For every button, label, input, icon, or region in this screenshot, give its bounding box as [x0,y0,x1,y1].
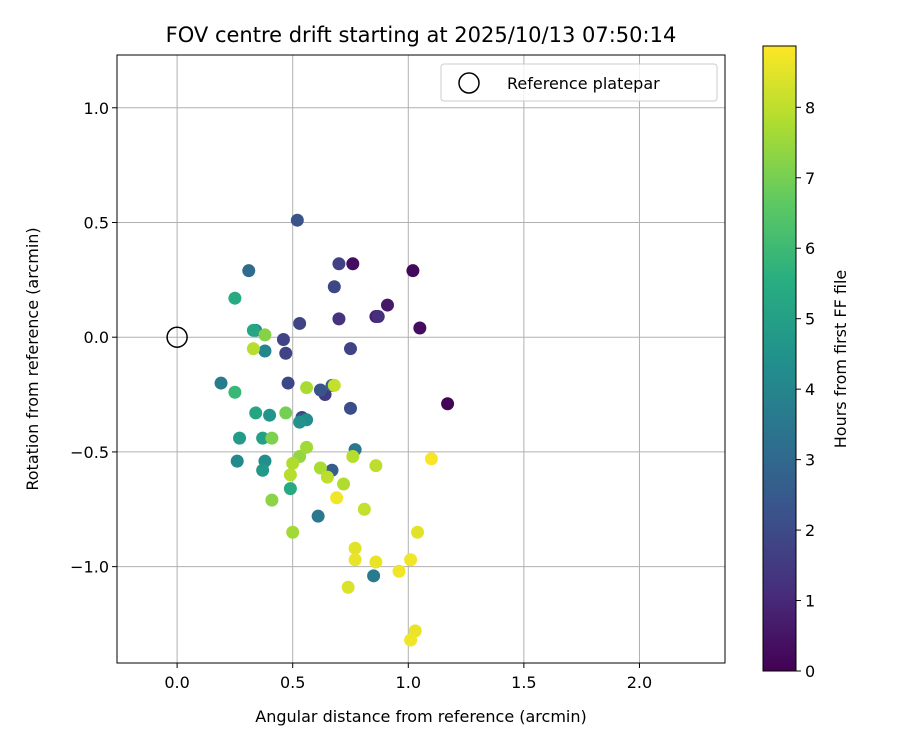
data-point [265,493,279,507]
colorbar-tick-label: 7 [805,169,815,188]
plot-frame [116,54,726,664]
data-point [242,264,256,278]
y-tick-label: 0.5 [84,213,109,232]
data-point [337,477,351,491]
data-point [424,452,438,466]
data-point [265,431,279,445]
x-tick-label: 1.0 [396,673,421,692]
data-point [279,346,293,360]
data-point [404,633,418,647]
data-point [332,312,346,326]
data-point [341,580,355,594]
data-point [327,378,341,392]
data-point [293,316,307,330]
data-point [246,342,260,356]
data-point [413,321,427,335]
data-point [256,431,270,445]
y-tick-label: 0.0 [84,328,109,347]
colorbar: 0 1 2 3 4 5 6 7 8 Hours from first FF file [762,45,850,681]
colorbar-tick-label: 3 [805,451,815,470]
colorbar-tick-label: 5 [805,310,815,329]
data-point [249,406,263,420]
data-point [380,298,394,312]
data-points [214,213,455,647]
colorbar-tick-label: 1 [805,592,815,611]
legend-box [440,63,718,102]
legend-marker [458,72,480,94]
data-point [313,461,327,475]
data-point [263,408,277,422]
data-point [346,450,360,464]
data-point [343,342,357,356]
grid-lines [117,55,725,663]
y-tick-label: −0.5 [70,443,109,462]
reference-platepar-marker [166,326,188,348]
data-point [300,381,314,395]
colorbar-tick-label: 8 [805,98,815,117]
data-point [279,406,293,420]
data-point [343,401,357,415]
data-point [276,332,290,346]
x-tick-label: 0.0 [164,673,189,692]
colorbar-tick-label: 4 [805,380,815,399]
data-point [406,264,420,278]
data-point [286,525,300,539]
x-tick-label: 2.0 [627,673,652,692]
colorbar-tick-label: 6 [805,239,815,258]
data-point [286,456,300,470]
data-point [311,509,325,523]
colorbar-ticks: 0 1 2 3 4 5 6 7 8 [796,98,815,681]
data-point [281,376,295,390]
data-point [256,463,270,477]
data-point [346,257,360,271]
data-point [290,213,304,227]
data-point [332,257,346,271]
data-point [320,470,334,484]
data-point [293,415,307,429]
data-point [246,323,260,337]
x-tick-label: 1.5 [511,673,536,692]
data-point [230,454,244,468]
data-point [369,459,383,473]
data-point [283,482,297,496]
colorbar-tick-label: 0 [805,662,815,681]
x-axis-label: Angular distance from reference (arcmin) [255,707,586,726]
data-point [327,280,341,294]
legend-label: Reference platepar [507,74,660,93]
data-point [313,383,327,397]
y-tick-label: −1.0 [70,558,109,577]
data-point [369,555,383,569]
chart-title: FOV centre drift starting at 2025/10/13 … [166,23,677,47]
x-axis-ticks: 0.0 0.5 1.0 1.5 2.0 [164,663,652,692]
colorbar-gradient [762,45,797,672]
data-point [300,440,314,454]
data-point [404,553,418,567]
data-point [392,564,406,578]
legend: Reference platepar [440,63,718,102]
data-point [283,468,297,482]
y-axis-ticks: 1.0 0.5 0.0 −0.5 −1.0 [70,99,117,577]
x-tick-label: 0.5 [280,673,305,692]
data-point [357,502,371,516]
data-point [441,397,455,411]
data-point [348,553,362,567]
y-tick-label: 1.0 [84,99,109,118]
data-point [233,431,247,445]
data-point [228,385,242,399]
colorbar-label: Hours from first FF file [831,270,850,449]
y-axis-label: Rotation from reference (arcmin) [23,227,42,490]
data-point [258,328,272,342]
data-point [214,376,228,390]
data-point [330,491,344,505]
data-point [348,541,362,555]
data-point [371,310,385,324]
data-point [258,344,272,358]
colorbar-tick-label: 2 [805,521,815,540]
data-point [228,291,242,305]
data-point [367,569,381,583]
data-point [411,525,425,539]
